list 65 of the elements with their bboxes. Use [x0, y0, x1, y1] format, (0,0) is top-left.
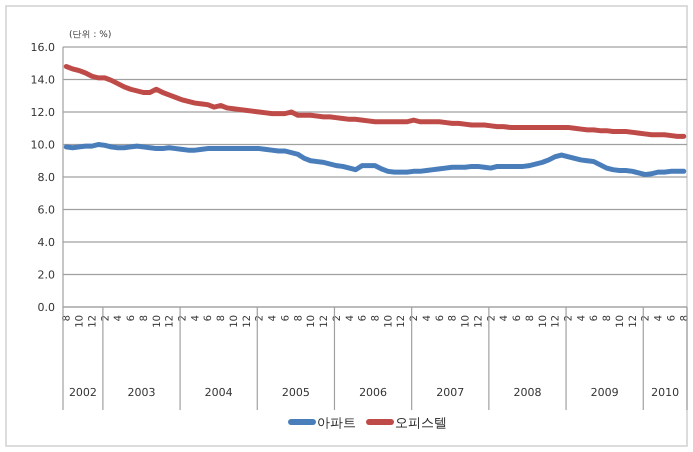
y-tick-label: 16.0 [30, 41, 55, 54]
text: 2008 [513, 386, 542, 399]
y-tick-label: 8.0 [38, 171, 55, 184]
x-tick-label: 4 [113, 315, 124, 322]
x-tick-label: 10 [383, 315, 394, 328]
x-tick-label: 8 [370, 315, 382, 322]
y-tick-label: 14.0 [30, 74, 55, 86]
y-tick-label: 0.0 [38, 301, 55, 314]
text: 2009 [590, 386, 619, 399]
x-tick-label: 4 [190, 315, 202, 322]
x-tick-label: 6 [666, 315, 678, 322]
x-tick-label: 2 [486, 315, 498, 322]
x-tick-label: 8 [602, 315, 614, 322]
x-tick-label: 10 [152, 315, 163, 328]
x-tick-label: 12 [319, 315, 330, 328]
x-tick-label: 6 [434, 315, 446, 322]
x-tick-label: 4 [499, 315, 510, 322]
x-tick-label: 12 [242, 315, 253, 328]
y-tick-label: 10.0 [30, 138, 55, 152]
y-tick-label: 4.0 [38, 236, 55, 249]
legend-label: 아파트 [317, 416, 356, 431]
x-tick-label: 2 [640, 315, 652, 322]
x-tick-label: 8 [524, 315, 536, 322]
x-tick-label: 4 [422, 315, 433, 322]
x-tick-label: 10 [74, 315, 86, 328]
x-tick-label: 6 [280, 315, 292, 322]
x-tick-label: 6 [512, 315, 524, 322]
x-tick-label: 8 [293, 315, 304, 322]
legend-label: 오피스텔 [395, 416, 447, 431]
text: 2002 [68, 386, 97, 399]
x-tick-label: 4 [576, 315, 588, 322]
x-tick-label: 6 [589, 315, 600, 322]
x-tick-label: 12 [473, 315, 484, 328]
x-tick-label: 6 [358, 315, 369, 322]
x-tick-label: 6 [203, 315, 214, 322]
y-tick-label: 2.0 [38, 268, 55, 282]
y-tick-label: 12.0 [30, 106, 55, 119]
x-tick-label: 2 [100, 315, 112, 322]
x-tick-label: 4 [654, 315, 665, 322]
x-tick-label: 4 [268, 315, 279, 322]
x-tick-label: 12 [550, 315, 562, 328]
x-tick-label: 2 [254, 315, 266, 322]
text: 2007 [436, 386, 464, 399]
x-tick-label: 2 [409, 315, 420, 322]
text: 2006 [359, 386, 388, 399]
text: 2003 [127, 386, 156, 399]
x-tick-label: 10 [460, 315, 472, 328]
text: 2010 [651, 386, 680, 399]
y-tick-label: 6.0 [38, 204, 55, 216]
x-tick-label: 12 [396, 315, 408, 328]
x-tick-label: 8 [448, 315, 459, 322]
text: 2005 [282, 386, 310, 399]
x-tick-label: 8 [216, 315, 228, 322]
x-tick-label: 6 [126, 315, 138, 322]
x-tick-label: 8 [138, 315, 150, 322]
y-axis-title: (단위 : %) [69, 30, 112, 40]
text: 2004 [204, 386, 233, 399]
x-tick-label: 12 [628, 315, 639, 328]
x-tick-label: 10 [306, 315, 318, 328]
x-tick-label: 10 [614, 315, 626, 328]
x-tick-label: 4 [344, 315, 356, 322]
x-tick-label: 12 [87, 315, 98, 328]
x-tick-label: 10 [228, 315, 240, 328]
x-tick-label: 10 [538, 315, 549, 328]
x-tick-label: 12 [164, 315, 176, 328]
